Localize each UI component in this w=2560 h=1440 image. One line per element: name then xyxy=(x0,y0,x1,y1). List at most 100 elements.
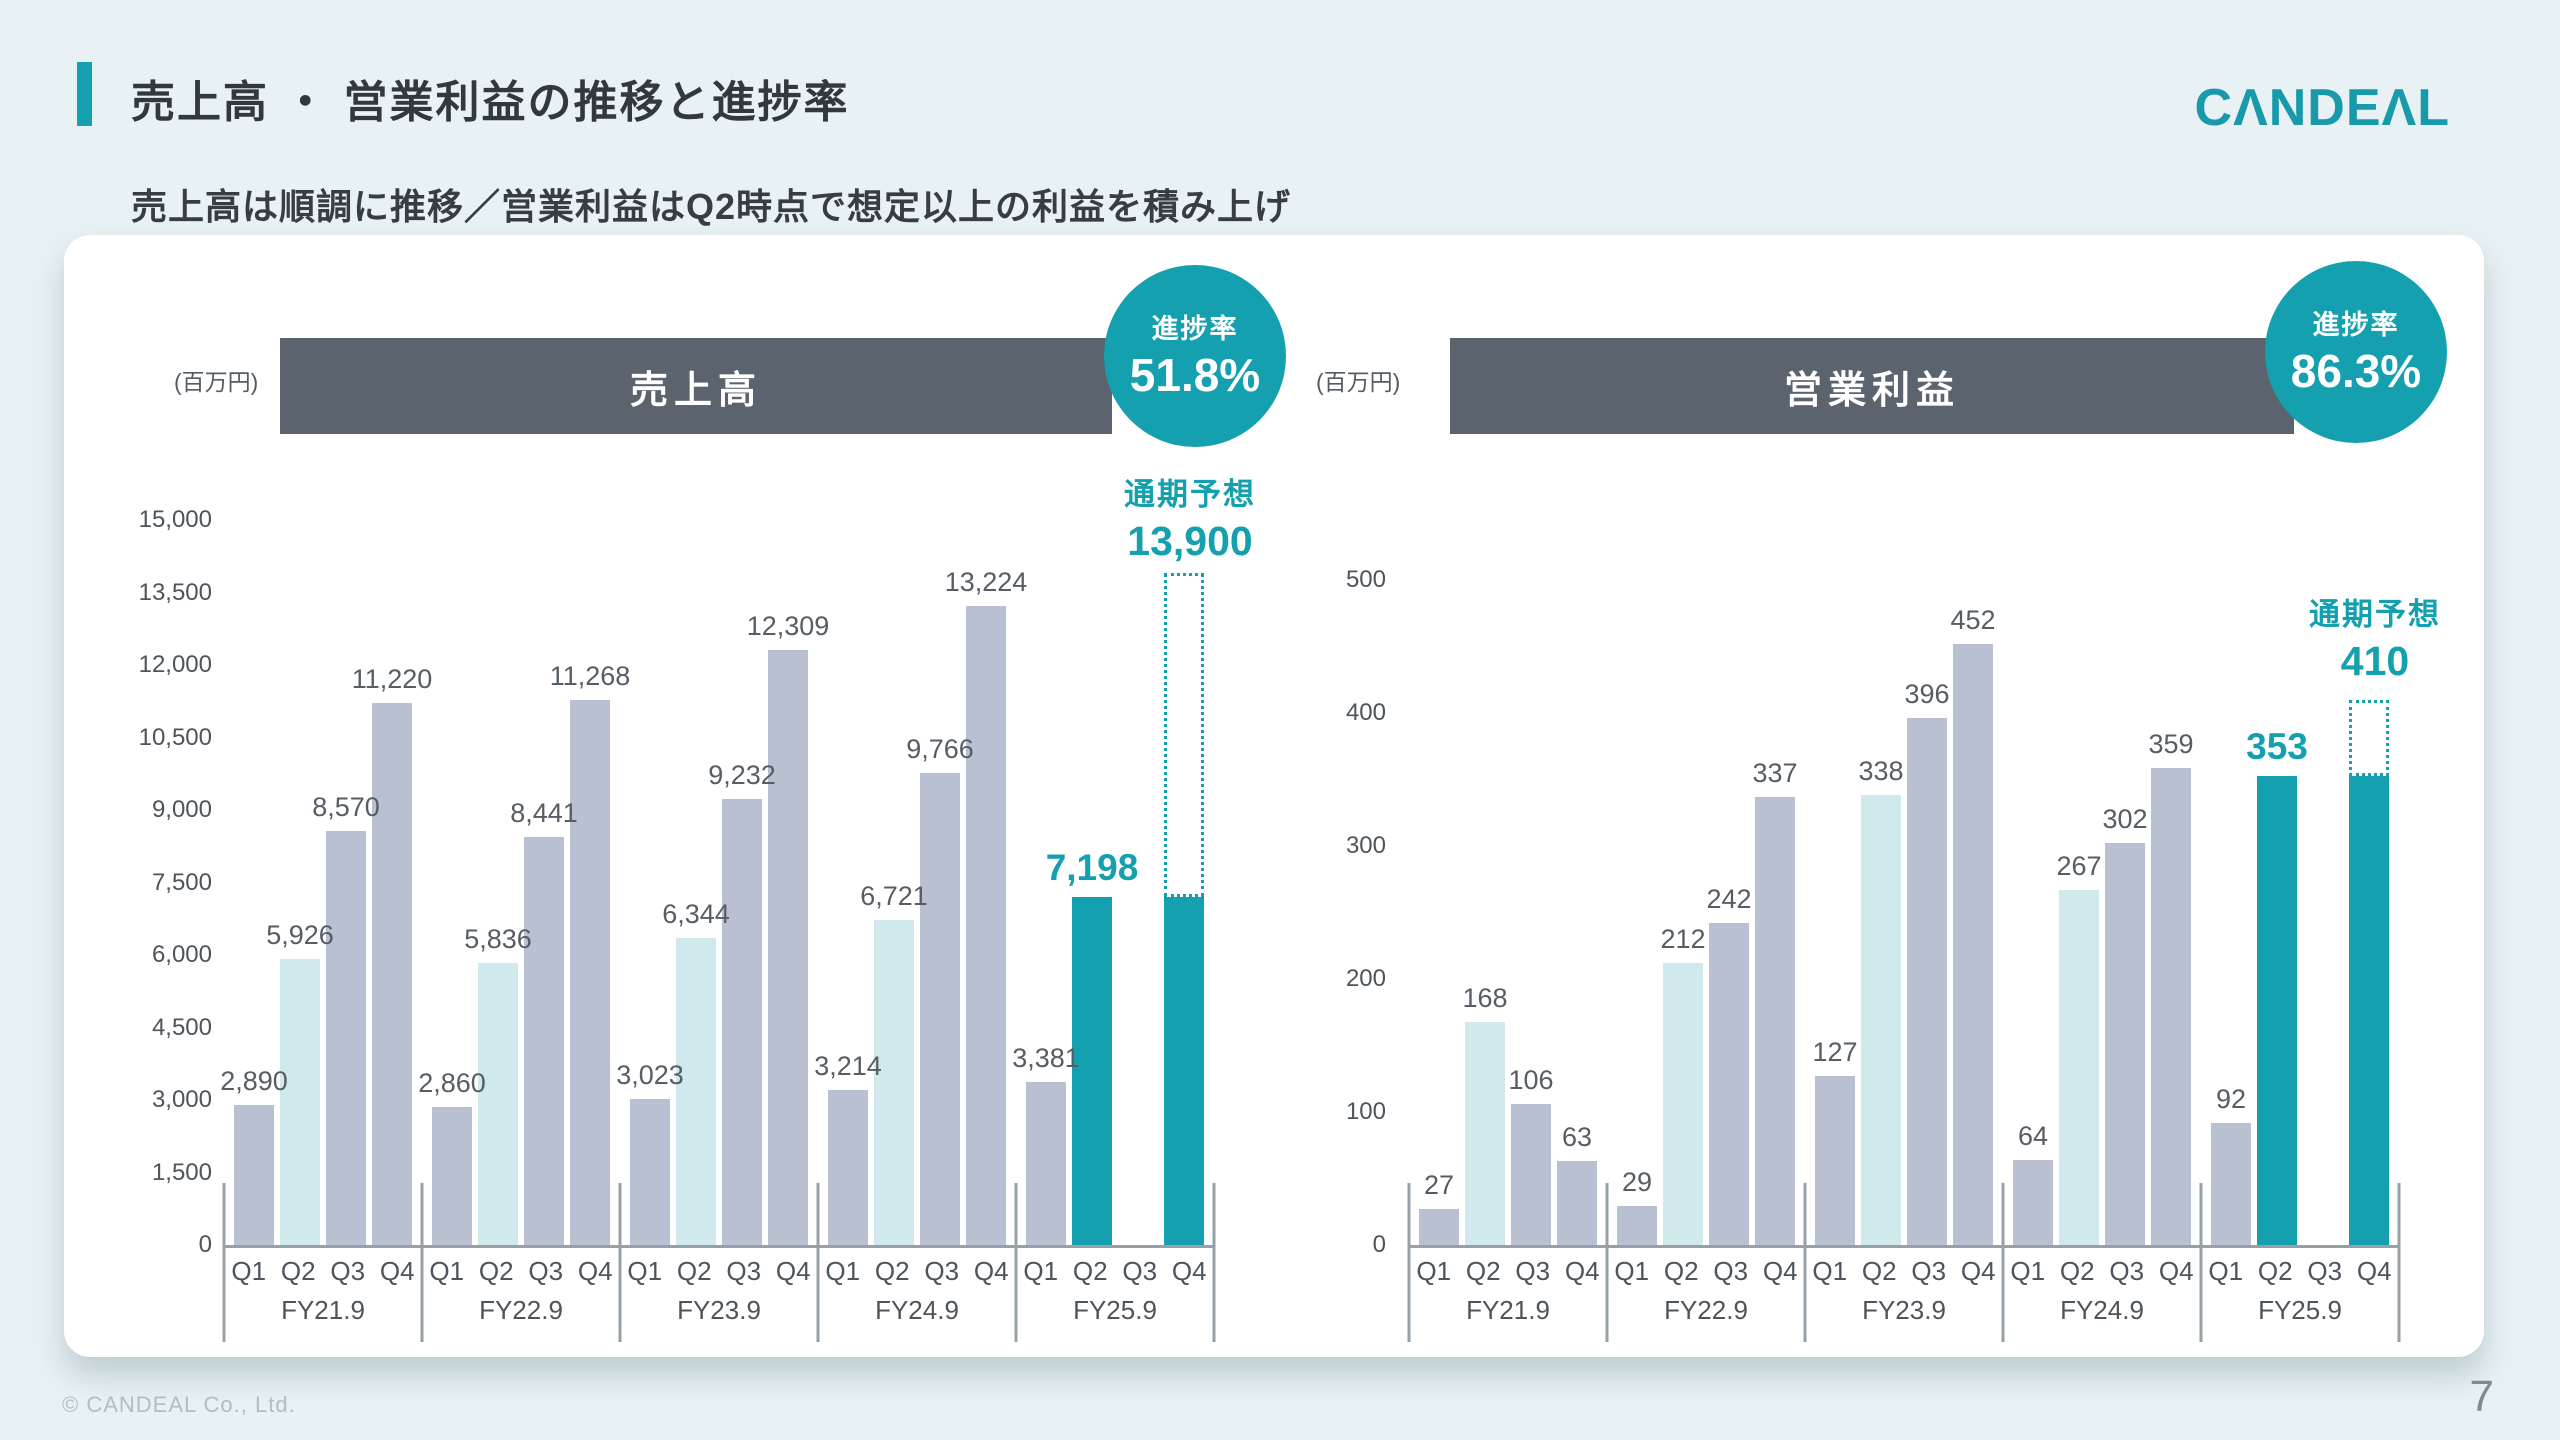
quarter-labels: Q1 Q2 Q3 Q4 xyxy=(1607,1248,1805,1295)
candeal-logo: CΛNDEΛL xyxy=(2194,79,2450,137)
axis-group-FY24.9: Q1 Q2 Q3 Q4 FY24.9 xyxy=(2003,1248,2201,1342)
bar-value-label: 302 xyxy=(2102,804,2148,835)
bar-value-label: 9,232 xyxy=(708,759,776,790)
bar-value-label: 63 xyxy=(1561,1122,1593,1153)
quarter-label: Q4 xyxy=(2158,1256,2194,1286)
revenue-chart-panel: (百万円) 売上高 進捗率 51.8% 通期予想 13,900 15,000 13… xyxy=(64,235,1304,1357)
bar-slot: 359 xyxy=(2148,580,2194,1245)
bar-FY21.9-Q3 xyxy=(326,830,366,1245)
bar-value-label: 106 xyxy=(1508,1065,1554,1096)
bar-FY21.9-Q1 xyxy=(1419,1209,1459,1245)
y-axis-tick-label: 1,500 xyxy=(151,1158,212,1186)
fiscal-year-label: FY24.9 xyxy=(875,1295,959,1325)
bar-slot: 267 xyxy=(2056,580,2102,1245)
quarter-label: Q4 xyxy=(1171,1256,1207,1286)
quarter-label: Q4 xyxy=(2356,1256,2392,1286)
bar-FY21.9-Q1 xyxy=(234,1105,274,1245)
quarter-label: Q1 xyxy=(825,1256,861,1286)
quarter-label: Q2 xyxy=(1072,1256,1108,1286)
bar-FY25.9-Q1 xyxy=(2211,1122,2251,1245)
x-axis: Q1 Q2 Q3 Q4 FY21.9 Q1 Q2 Q3 Q4 FY22.9 Q1 Q2 Q3 Q4 FY23… xyxy=(222,1183,1216,1342)
quarter-label: Q4 xyxy=(577,1256,613,1286)
bar-FY23.9-Q4 xyxy=(768,650,808,1245)
forecast-solid-segment xyxy=(1164,897,1204,1245)
axis-group-FY25.9: Q1 Q2 Q3 Q4 FY25.9 xyxy=(1016,1248,1214,1342)
bar-value-label: 9,766 xyxy=(906,733,974,764)
quarter-label: Q3 xyxy=(924,1256,960,1286)
quarter-label: Q3 xyxy=(726,1256,762,1286)
quarter-label: Q2 xyxy=(280,1256,316,1286)
quarter-labels: Q1 Q2 Q3 Q4 xyxy=(2201,1248,2399,1295)
y-axis-tick-label: 0 xyxy=(198,1231,212,1258)
bar-slot: 396 xyxy=(1904,580,1950,1245)
bar-group-FY24.9: 64 267 302 359 xyxy=(2003,580,2201,1245)
bar-FY24.9-Q2 xyxy=(2059,889,2099,1245)
y-axis-tick-label: 4,500 xyxy=(151,1013,212,1041)
quarter-label: Q2 xyxy=(874,1256,910,1286)
bar-slot: 12,309 xyxy=(747,520,829,1245)
bar-value-label: 3,023 xyxy=(616,1059,684,1090)
axis-separator xyxy=(1212,1183,1216,1342)
forecast-callout: 通期予想 13,900 xyxy=(1084,469,1296,565)
bar-value-label: 396 xyxy=(1904,679,1950,710)
bar-value-label: 5,836 xyxy=(464,923,532,954)
quarter-labels: Q1 Q2 Q3 Q4 xyxy=(1016,1248,1214,1295)
quarter-label: Q2 xyxy=(2257,1256,2293,1286)
y-axis-tick-label: 3,000 xyxy=(151,1086,212,1113)
bar-group-FY24.9: 3,214 6,721 9,766 13,224 xyxy=(814,520,1027,1245)
quarter-label: Q2 xyxy=(1465,1256,1501,1286)
quarter-label: Q3 xyxy=(528,1256,564,1286)
y-axis-tick-label: 12,000 xyxy=(138,651,212,678)
bar-group-FY23.9: 3,023 6,344 9,232 12,309 xyxy=(616,520,829,1245)
y-axis-tick-label: 300 xyxy=(1345,832,1386,859)
bar-FY21.9-Q2 xyxy=(1465,1021,1505,1245)
plot-area: 27 168 106 63 29 212 242 337 127 338 396 452 64 267 30… xyxy=(1409,580,2399,1245)
fiscal-year-label: FY24.9 xyxy=(2060,1295,2144,1325)
bar-FY25.9-Q2 xyxy=(2257,775,2297,1245)
bar-slot: 2,890 xyxy=(220,520,288,1245)
bar-slot xyxy=(1161,520,1207,1245)
y-axis-tick-label: 7,500 xyxy=(151,868,212,896)
title-accent-bar xyxy=(77,62,92,126)
bar-FY21.9-Q3 xyxy=(1511,1104,1551,1245)
bar-FY21.9-Q2 xyxy=(280,958,320,1245)
bar-FY23.9-Q3 xyxy=(1907,718,1947,1245)
bar-FY24.9-Q2 xyxy=(874,920,914,1245)
bar-value-label: 337 xyxy=(1752,757,1798,788)
bar-slot: 7,198 xyxy=(1046,520,1138,1245)
quarter-label: Q1 xyxy=(1812,1256,1848,1286)
operating-profit-chart-panel: (百万円) 営業利益 進捗率 86.3% 通期予想 410 500 400 300 2… xyxy=(1304,235,2484,1357)
bar-value-label: 267 xyxy=(2056,850,2102,881)
quarter-label: Q2 xyxy=(478,1256,514,1286)
bar-slot: 5,836 xyxy=(464,520,532,1245)
quarter-label: Q3 xyxy=(330,1256,366,1286)
bar-slot: 302 xyxy=(2102,580,2148,1245)
bar-group-FY21.9: 2,890 5,926 8,570 11,220 xyxy=(220,520,432,1245)
axis-separator xyxy=(1407,1183,1411,1342)
bar-FY23.9-Q2 xyxy=(676,938,716,1245)
bar-value-label: 27 xyxy=(1423,1170,1455,1201)
axis-separator xyxy=(2397,1183,2401,1342)
axis-separator xyxy=(618,1183,622,1342)
bar-value-label: 5,926 xyxy=(266,919,334,950)
bar-slot: 29 xyxy=(1614,580,1660,1245)
bar-slot: 13,224 xyxy=(945,520,1027,1245)
forecast-label: 通期予想 xyxy=(1124,477,1256,512)
bar-slot: 168 xyxy=(1462,580,1508,1245)
bar-FY24.9-Q3 xyxy=(2105,843,2145,1245)
bar-slot: 127 xyxy=(1812,580,1858,1245)
bar-value-label: 11,220 xyxy=(351,663,433,694)
y-axis: 15,000 13,500 12,000 10,500 9,000 7,500 6,000 4… xyxy=(74,506,212,1258)
quarter-label: Q1 xyxy=(1416,1256,1452,1286)
forecast-value: 13,900 xyxy=(1127,518,1253,564)
y-axis-tick-label: 200 xyxy=(1345,965,1386,992)
y-axis: 500 400 300 200 100 0 xyxy=(1304,566,1386,1258)
fiscal-year-label: FY25.9 xyxy=(1073,1295,1157,1325)
bar-FY24.9-Q3 xyxy=(920,772,960,1245)
copyright: © CANDEAL Co., Ltd. xyxy=(62,1392,296,1417)
bar-FY21.9-Q4 xyxy=(372,702,412,1245)
bar-FY21.9-Q4 xyxy=(1557,1161,1597,1245)
quarter-label: Q3 xyxy=(2307,1256,2343,1286)
bar-group-FY21.9: 27 168 106 63 xyxy=(1409,580,1607,1245)
bar-group-FY23.9: 127 338 396 452 xyxy=(1805,580,2003,1245)
